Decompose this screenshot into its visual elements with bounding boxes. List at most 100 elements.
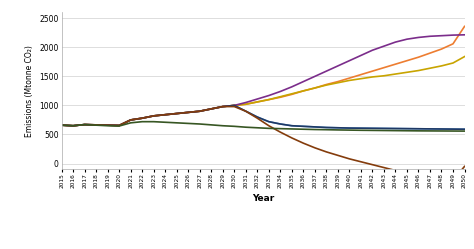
- Aggressive Carbon Tax: [151, 114, 156, 117]
- JETP: [289, 127, 295, 130]
- Coal Phase Out 2045: [139, 117, 145, 120]
- JETP: [427, 129, 433, 132]
- Conditional NDC: [324, 150, 329, 153]
- Conditional NDC: [289, 136, 295, 139]
- Conditional NDC: [255, 117, 260, 120]
- Unconditional NDC: [358, 127, 364, 130]
- Conditional NDC: [462, 165, 467, 168]
- Coal Phase Out 2045: [289, 85, 295, 88]
- Unconditional NDC: [128, 119, 134, 122]
- Aggressive Carbon Tax: [427, 67, 433, 70]
- Unconditional NDC: [139, 117, 145, 120]
- Conditional NDC: [105, 124, 110, 127]
- JETP: [392, 129, 398, 132]
- Least Cost: [59, 124, 64, 127]
- Moderate Carbon Tax: [346, 77, 352, 80]
- Unconditional NDC: [59, 124, 64, 127]
- Moderate Carbon Tax: [404, 59, 410, 62]
- Y-axis label: Emissions (Mtonne CO₂): Emissions (Mtonne CO₂): [25, 45, 34, 137]
- Aggressive Carbon Tax: [209, 107, 214, 110]
- Coal Phase Out 2045: [105, 124, 110, 127]
- Coal Phase Out 2045: [370, 49, 375, 52]
- Aggressive Carbon Tax: [116, 124, 122, 127]
- JETP: [209, 124, 214, 126]
- Least Cost: [128, 119, 134, 122]
- Coal Phase Out 2045: [82, 123, 88, 126]
- Least Cost: [301, 125, 306, 128]
- Conditional NDC: [392, 169, 398, 172]
- Coal Phase Out 2045: [185, 111, 191, 114]
- Conditional NDC: [416, 174, 421, 177]
- Coal Phase Out 2045: [197, 110, 202, 113]
- Least Cost: [404, 127, 410, 130]
- Conditional NDC: [450, 179, 456, 182]
- Aggressive Carbon Tax: [93, 124, 99, 126]
- Conditional NDC: [312, 146, 318, 149]
- Moderate Carbon Tax: [462, 25, 467, 28]
- Moderate Carbon Tax: [105, 124, 110, 127]
- Unconditional NDC: [346, 126, 352, 129]
- Aggressive Carbon Tax: [220, 105, 226, 108]
- Line: JETP: JETP: [62, 122, 465, 131]
- Least Cost: [392, 127, 398, 130]
- Least Cost: [462, 128, 467, 131]
- JETP: [255, 126, 260, 129]
- Moderate Carbon Tax: [209, 107, 214, 110]
- Conditional NDC: [427, 175, 433, 178]
- JETP: [438, 129, 444, 132]
- Least Cost: [438, 127, 444, 130]
- Aggressive Carbon Tax: [462, 55, 467, 58]
- Aggressive Carbon Tax: [243, 103, 249, 106]
- Least Cost: [335, 126, 341, 129]
- Aggressive Carbon Tax: [163, 113, 168, 116]
- Unconditional NDC: [335, 126, 341, 129]
- Coal Phase Out 2045: [220, 105, 226, 108]
- Aggressive Carbon Tax: [392, 72, 398, 75]
- Least Cost: [416, 127, 421, 130]
- Coal Phase Out 2045: [346, 59, 352, 62]
- Moderate Carbon Tax: [128, 119, 134, 122]
- Least Cost: [289, 124, 295, 127]
- Unconditional NDC: [289, 124, 295, 127]
- Unconditional NDC: [116, 124, 122, 127]
- Least Cost: [93, 124, 99, 126]
- Coal Phase Out 2045: [416, 36, 421, 39]
- Unconditional NDC: [462, 128, 467, 131]
- Least Cost: [82, 123, 88, 126]
- Coal Phase Out 2045: [128, 119, 134, 122]
- Unconditional NDC: [381, 127, 387, 130]
- Least Cost: [312, 125, 318, 128]
- Aggressive Carbon Tax: [231, 104, 237, 107]
- JETP: [404, 129, 410, 132]
- Aggressive Carbon Tax: [70, 124, 76, 127]
- Coal Phase Out 2045: [116, 124, 122, 127]
- Moderate Carbon Tax: [358, 73, 364, 76]
- Moderate Carbon Tax: [266, 98, 272, 101]
- Least Cost: [151, 114, 156, 117]
- Moderate Carbon Tax: [255, 100, 260, 103]
- Coal Phase Out 2045: [392, 41, 398, 44]
- Conditional NDC: [231, 105, 237, 108]
- JETP: [185, 122, 191, 125]
- JETP: [243, 126, 249, 129]
- Aggressive Carbon Tax: [450, 62, 456, 64]
- Least Cost: [105, 124, 110, 127]
- Unconditional NDC: [197, 110, 202, 113]
- Line: Conditional NDC: Conditional NDC: [62, 107, 465, 180]
- Coal Phase Out 2045: [151, 114, 156, 117]
- Coal Phase Out 2045: [231, 104, 237, 107]
- Unconditional NDC: [277, 123, 283, 125]
- Unconditional NDC: [243, 110, 249, 113]
- Conditional NDC: [70, 124, 76, 127]
- Aggressive Carbon Tax: [82, 123, 88, 126]
- Conditional NDC: [301, 142, 306, 145]
- Aggressive Carbon Tax: [289, 92, 295, 95]
- JETP: [163, 121, 168, 124]
- Conditional NDC: [197, 110, 202, 113]
- JETP: [370, 129, 375, 132]
- Moderate Carbon Tax: [277, 96, 283, 99]
- Aggressive Carbon Tax: [324, 84, 329, 87]
- Coal Phase Out 2045: [358, 54, 364, 57]
- Moderate Carbon Tax: [59, 124, 64, 127]
- Least Cost: [243, 110, 249, 113]
